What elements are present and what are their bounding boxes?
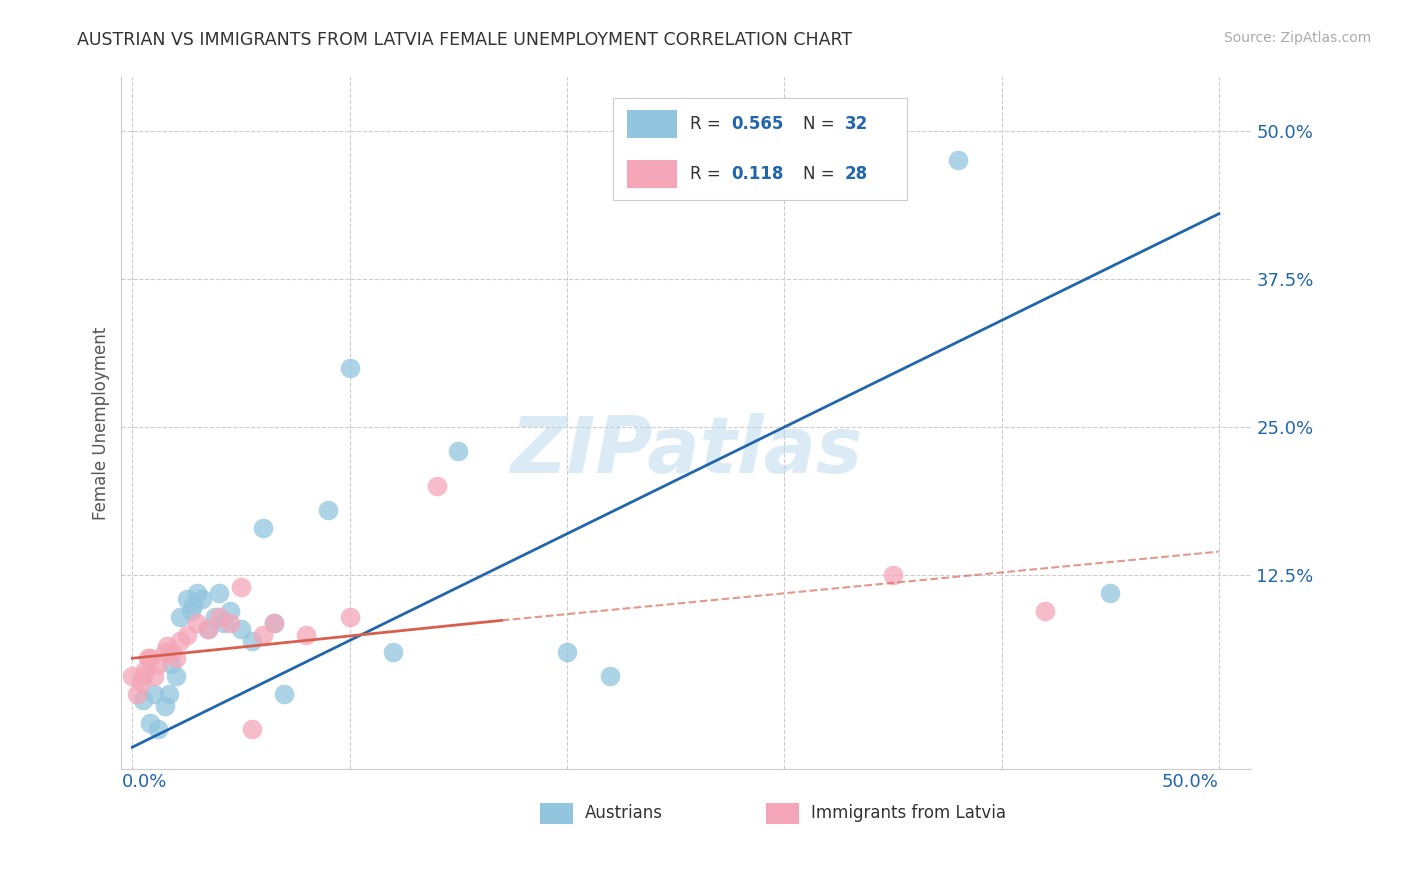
Text: 50.0%: 50.0%	[1161, 773, 1219, 791]
Point	[229, 580, 252, 594]
Point	[1033, 604, 1056, 618]
Point	[339, 360, 361, 375]
Text: 0.0%: 0.0%	[121, 773, 167, 791]
Point	[165, 651, 187, 665]
Point	[132, 669, 155, 683]
Point	[295, 627, 318, 641]
Point	[219, 615, 242, 630]
Point	[165, 669, 187, 683]
Text: ZIPatlas: ZIPatlas	[510, 413, 862, 489]
Point	[316, 503, 339, 517]
Point	[339, 609, 361, 624]
Point	[134, 663, 156, 677]
Text: 0.118: 0.118	[731, 165, 785, 183]
Point	[219, 604, 242, 618]
Point	[153, 645, 176, 659]
Point	[148, 657, 170, 672]
Point	[197, 622, 219, 636]
Point	[240, 723, 263, 737]
Point	[273, 687, 295, 701]
Point	[882, 568, 904, 582]
Text: R =: R =	[690, 115, 725, 133]
Point	[121, 669, 143, 683]
Text: R =: R =	[690, 165, 731, 183]
Point	[425, 479, 447, 493]
Point	[1099, 586, 1122, 600]
Bar	[627, 110, 678, 137]
Point	[252, 627, 274, 641]
Point	[191, 592, 214, 607]
Point	[157, 687, 180, 701]
Point	[125, 687, 148, 701]
Point	[263, 615, 285, 630]
Text: AUSTRIAN VS IMMIGRANTS FROM LATVIA FEMALE UNEMPLOYMENT CORRELATION CHART: AUSTRIAN VS IMMIGRANTS FROM LATVIA FEMAL…	[77, 31, 852, 49]
Point	[946, 153, 969, 168]
Point	[186, 615, 208, 630]
Point	[143, 687, 166, 701]
Text: 32: 32	[845, 115, 868, 133]
Point	[136, 651, 159, 665]
Text: N =: N =	[803, 165, 839, 183]
Point	[229, 622, 252, 636]
Point	[208, 586, 231, 600]
Point	[197, 622, 219, 636]
Bar	[627, 161, 678, 188]
Bar	[540, 803, 574, 824]
Point	[138, 651, 160, 665]
Point	[447, 443, 470, 458]
Point	[143, 669, 166, 683]
Point	[181, 598, 204, 612]
Point	[382, 645, 405, 659]
Point	[555, 645, 578, 659]
Point	[599, 669, 621, 683]
Point	[160, 657, 183, 672]
Point	[148, 723, 170, 737]
Point	[204, 609, 226, 624]
Point	[240, 633, 263, 648]
Point	[208, 609, 231, 624]
Text: N =: N =	[803, 115, 839, 133]
Point	[212, 615, 235, 630]
Point	[169, 609, 191, 624]
Point	[263, 615, 285, 630]
Point	[160, 645, 183, 659]
Bar	[613, 98, 907, 201]
Point	[138, 716, 160, 731]
Text: Immigrants from Latvia: Immigrants from Latvia	[811, 805, 1005, 822]
Point	[129, 675, 152, 690]
Text: Austrians: Austrians	[585, 805, 662, 822]
Point	[180, 604, 202, 618]
Point	[176, 592, 198, 607]
Point	[176, 627, 198, 641]
Text: 28: 28	[845, 165, 868, 183]
Point	[169, 633, 191, 648]
Point	[156, 640, 179, 654]
Point	[186, 586, 208, 600]
Point	[132, 693, 155, 707]
Y-axis label: Female Unemployment: Female Unemployment	[93, 326, 110, 520]
Point	[252, 521, 274, 535]
Text: Source: ZipAtlas.com: Source: ZipAtlas.com	[1223, 31, 1371, 45]
Text: 0.565: 0.565	[731, 115, 785, 133]
Bar	[765, 803, 800, 824]
Point	[153, 698, 176, 713]
